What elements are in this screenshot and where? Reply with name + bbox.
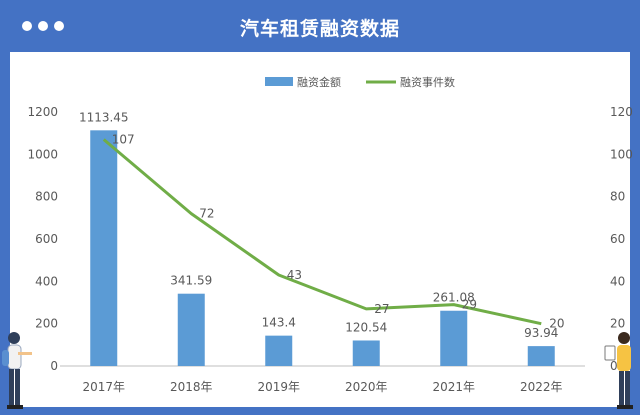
bar-data-label: 93.94 xyxy=(524,326,558,340)
legend-label: 融资金额 xyxy=(297,75,341,89)
bar xyxy=(527,346,555,366)
title-bar: 汽车租赁融资数据 xyxy=(0,0,640,50)
line-data-label: 107 xyxy=(112,133,135,147)
y-left-tick-label: 1200 xyxy=(27,105,58,119)
bar xyxy=(265,335,293,366)
bar xyxy=(90,130,118,366)
bar xyxy=(440,310,468,366)
legend-swatch-bar xyxy=(265,77,293,86)
bar xyxy=(352,340,380,366)
line-data-label: 43 xyxy=(287,268,302,282)
bar-data-label: 341.59 xyxy=(170,274,212,288)
line-data-label: 27 xyxy=(374,302,389,316)
legend-label: 融资事件数 xyxy=(400,76,455,89)
dot-icon xyxy=(22,21,32,31)
dot-icon xyxy=(54,21,64,31)
y-right-tick-label: 20 xyxy=(610,317,625,331)
y-right-tick-label: 0 xyxy=(610,359,618,373)
y-right-tick-label: 40 xyxy=(610,274,625,288)
x-tick-label: 2021年 xyxy=(432,380,475,394)
bar xyxy=(177,293,205,366)
line-data-label: 29 xyxy=(462,298,477,312)
y-right-tick-label: 80 xyxy=(610,190,625,204)
x-tick-label: 2020年 xyxy=(345,380,388,394)
y-left-tick-label: 0 xyxy=(50,359,58,373)
x-tick-label: 2022年 xyxy=(520,380,563,394)
line-data-label: 72 xyxy=(199,207,214,221)
y-right-tick-label: 120 xyxy=(610,105,633,119)
y-left-tick-label: 200 xyxy=(35,317,58,331)
x-tick-label: 2018年 xyxy=(170,380,213,394)
y-right-tick-label: 60 xyxy=(610,232,625,246)
person-left-figure xyxy=(2,332,32,409)
page-title: 汽车租赁融资数据 xyxy=(239,18,400,40)
y-left-tick-label: 400 xyxy=(35,274,58,288)
bar-data-label: 1113.45 xyxy=(79,110,129,124)
line-data-label: 20 xyxy=(549,317,564,331)
x-tick-label: 2017年 xyxy=(82,380,125,394)
y-left-tick-label: 600 xyxy=(35,232,58,246)
x-tick-label: 2019年 xyxy=(257,380,300,394)
person-right-figure xyxy=(604,332,633,409)
bar-data-label: 261.08 xyxy=(433,291,475,305)
window-dots-icon xyxy=(22,21,64,31)
dot-icon xyxy=(38,21,48,31)
bar-data-label: 143.4 xyxy=(262,316,296,330)
y-right-tick-label: 100 xyxy=(610,147,633,161)
y-left-tick-label: 800 xyxy=(35,190,58,204)
bar-data-label: 120.54 xyxy=(345,320,387,334)
line-series xyxy=(102,138,542,326)
y-left-tick-label: 1000 xyxy=(27,147,58,161)
